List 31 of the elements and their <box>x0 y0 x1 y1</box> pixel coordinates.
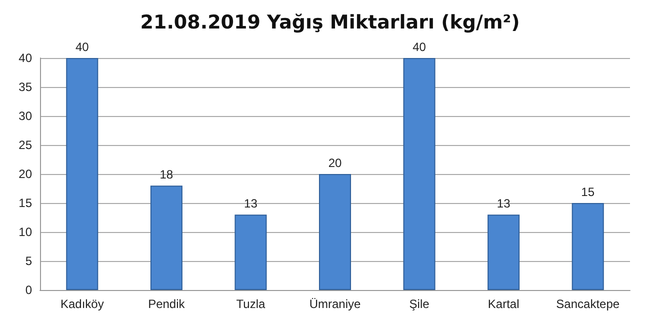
bar <box>66 58 98 290</box>
data-label: 13 <box>496 196 511 211</box>
bar <box>403 58 436 290</box>
x-tick-label: Pendik <box>148 297 186 311</box>
data-label: 13 <box>244 196 258 211</box>
bar <box>234 214 267 290</box>
bar <box>488 214 520 290</box>
x-tick-label: Ümraniye <box>309 297 361 311</box>
y-tick-label: 10 <box>18 225 32 239</box>
x-tick-label: Sancaktepe <box>556 297 620 311</box>
bar <box>572 203 604 290</box>
y-tick-label: 40 <box>18 51 32 65</box>
x-tick-label: Kartal <box>488 297 520 311</box>
x-tick-label: Kadıköy <box>60 297 104 311</box>
data-label: 15 <box>581 185 595 199</box>
y-tick-label: 15 <box>18 196 32 210</box>
chart-title: 21.08.2019 Yağış Miktarları (kg/m²) <box>140 12 520 34</box>
y-tick-label: 25 <box>18 138 32 152</box>
y-tick-label: 35 <box>18 80 32 94</box>
data-label: 40 <box>412 40 426 54</box>
y-tick-label: 30 <box>18 109 32 123</box>
data-label: 40 <box>75 40 90 54</box>
bar <box>318 174 352 290</box>
y-tick-label: 20 <box>18 167 32 181</box>
x-tick-label: Şile <box>409 297 430 311</box>
bar <box>150 186 182 290</box>
y-tick-label: 5 <box>25 254 32 268</box>
data-label: 18 <box>160 168 174 182</box>
y-tick-label: 0 <box>25 283 32 297</box>
data-label: 20 <box>328 156 342 170</box>
x-tick-label: Tuzla <box>236 297 266 311</box>
